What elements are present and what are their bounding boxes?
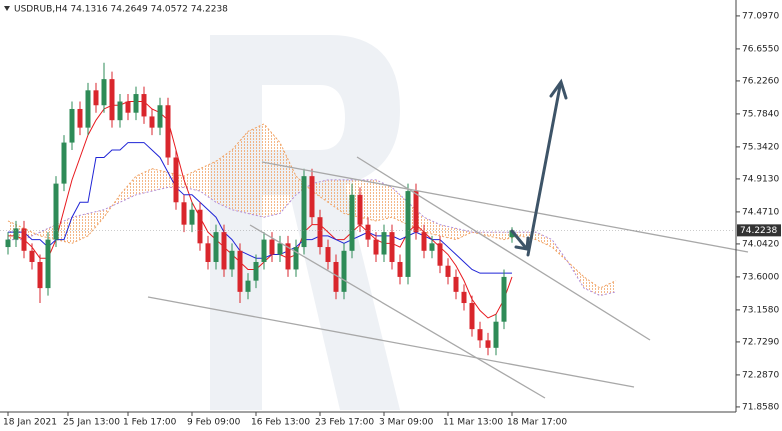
candle-body	[181, 202, 187, 225]
candle-body	[445, 265, 451, 277]
candle-body	[277, 243, 283, 255]
candle-body	[45, 239, 51, 289]
y-tick-label: 74.0420	[742, 239, 779, 249]
candle-body	[285, 243, 291, 270]
y-tick-label: 77.0970	[742, 11, 779, 21]
candle-body	[213, 232, 219, 262]
forecast-arrows	[510, 78, 568, 257]
x-tick-label: 1 Feb 17:00	[123, 418, 177, 428]
candle-body	[485, 340, 491, 348]
candle-body	[341, 250, 347, 292]
x-tick-label: 16 Feb 13:00	[251, 418, 310, 428]
candle-body	[357, 194, 363, 225]
candle-body	[237, 250, 243, 292]
price-label: 74.2238	[740, 226, 777, 236]
candle-body	[421, 232, 427, 251]
x-tick-label: 9 Feb 09:00	[187, 418, 241, 428]
x-tick-label: 18 Mar 17:00	[507, 418, 567, 428]
y-tick-label: 74.9130	[742, 174, 779, 184]
candle-body	[101, 79, 107, 106]
candle-body	[269, 239, 275, 255]
candle-body	[317, 217, 323, 248]
candle-body	[509, 230, 515, 238]
candle-body	[13, 228, 19, 240]
candle-body	[133, 94, 139, 113]
candle-body	[325, 247, 331, 262]
candle-body	[461, 291, 467, 304]
candle-body	[373, 239, 379, 255]
trend-line	[147, 296, 635, 388]
candle-body	[189, 209, 195, 225]
candle-body	[293, 247, 299, 270]
candle-body	[229, 250, 235, 270]
y-tick-label: 74.4710	[742, 207, 779, 217]
y-tick-label: 76.6550	[742, 44, 779, 54]
y-tick-label: 73.6000	[742, 272, 779, 282]
candle-body	[437, 243, 443, 266]
candle-body	[365, 224, 371, 240]
trend-line	[356, 156, 651, 341]
candle-body	[245, 280, 251, 292]
y-tick-label: 75.7840	[742, 109, 779, 119]
candle-body	[405, 191, 411, 277]
candle-body	[469, 303, 475, 330]
candle-body	[53, 183, 59, 240]
candle-body	[333, 261, 339, 292]
candle-body	[149, 116, 155, 128]
candle-body	[381, 232, 387, 255]
candle-body	[157, 105, 163, 128]
trend-line	[261, 161, 749, 253]
candle-body	[301, 176, 307, 248]
candle-body	[69, 108, 75, 143]
y-tick-label: 75.3420	[742, 142, 779, 152]
candle-body	[77, 108, 83, 128]
x-tick-label: 3 Mar 09:00	[379, 418, 434, 428]
candle-body	[165, 105, 171, 158]
candle-body	[493, 321, 499, 348]
candle-body	[413, 191, 419, 233]
candle-body	[61, 142, 67, 184]
x-tick-label: 25 Jan 13:00	[63, 418, 120, 428]
candle-body	[501, 276, 507, 322]
candle-body	[173, 157, 179, 203]
candle-body	[349, 194, 355, 251]
candle-body	[389, 232, 395, 262]
candle-body	[141, 94, 147, 117]
chart-title: USDRUB,H4 74.1316 74.2649 74.0572 74.223…	[14, 5, 228, 15]
candle-body	[397, 261, 403, 277]
candle-body	[29, 250, 35, 262]
candle-body	[453, 276, 459, 292]
y-tick-label: 71.8580	[742, 402, 779, 412]
x-tick-label: 11 Mar 13:00	[443, 418, 503, 428]
candle-body	[37, 261, 43, 289]
x-tick-label: 23 Feb 17:00	[315, 418, 374, 428]
candle-body	[125, 101, 131, 113]
candle-body	[429, 243, 435, 251]
candle-body	[309, 176, 315, 218]
candle-body	[21, 228, 27, 251]
trend-line	[249, 224, 546, 399]
candle-body	[117, 101, 123, 121]
candle-body	[477, 329, 483, 341]
candle-body	[253, 261, 259, 281]
x-tick-label: 18 Jan 2021	[3, 418, 57, 428]
y-tick-label: 72.2870	[742, 370, 779, 380]
y-tick-label: 72.7290	[742, 337, 779, 347]
candle-body	[85, 90, 91, 128]
kijun-line	[8, 142, 512, 274]
menu-triangle	[4, 6, 10, 11]
candle-body	[197, 209, 203, 244]
candle-body	[261, 239, 267, 262]
tenkan-line	[8, 101, 513, 319]
candle-body	[109, 79, 115, 121]
candle-body	[5, 239, 11, 248]
y-tick-label: 76.2260	[742, 76, 779, 86]
price-box	[737, 224, 781, 237]
candle-body	[93, 90, 99, 106]
y-tick-label: 73.1580	[742, 305, 779, 315]
candle-body	[221, 232, 227, 270]
candle-body	[205, 243, 211, 262]
